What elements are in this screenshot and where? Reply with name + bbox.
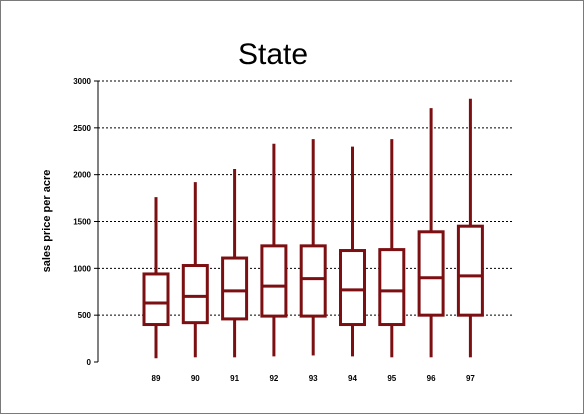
iqr-box xyxy=(142,272,170,327)
box-90 xyxy=(181,182,209,358)
iqr-box xyxy=(299,244,327,318)
chart-title: State xyxy=(238,38,308,71)
y-axis-label: sales price per acre xyxy=(41,170,53,273)
iqr-box xyxy=(456,224,484,317)
box-94 xyxy=(339,146,366,357)
box-92 xyxy=(260,143,288,357)
box-89 xyxy=(142,197,170,359)
iqr-box xyxy=(339,249,366,327)
y-tick-label: 1500 xyxy=(73,218,91,227)
x-tick-label: 91 xyxy=(230,374,239,383)
box-95 xyxy=(378,139,406,358)
x-tick-label: 95 xyxy=(387,374,396,383)
x-tick-label: 89 xyxy=(152,374,161,383)
boxes xyxy=(142,98,484,359)
iqr-box xyxy=(260,244,288,318)
y-tick-label: 500 xyxy=(78,311,92,320)
box-96 xyxy=(417,108,445,358)
x-tick-label: 90 xyxy=(191,374,200,383)
y-tick-labels: 0 500 1000 1500 2000 2500 3000 xyxy=(73,77,91,367)
x-tick-label: 97 xyxy=(466,374,475,383)
x-tick-labels: 89 90 91 92 93 94 95 96 97 xyxy=(152,374,476,383)
box-93 xyxy=(299,139,327,356)
y-tick-label: 2500 xyxy=(73,124,91,133)
y-tick-label: 3000 xyxy=(73,77,91,86)
x-tick-label: 94 xyxy=(348,374,357,383)
iqr-box xyxy=(378,248,406,327)
y-tick-label: 0 xyxy=(87,358,92,367)
y-tick-label: 2000 xyxy=(73,171,91,180)
iqr-box xyxy=(417,230,445,317)
x-tick-label: 96 xyxy=(427,374,436,383)
x-tick-label: 93 xyxy=(309,374,318,383)
iqr-box xyxy=(221,256,249,321)
axes xyxy=(94,80,99,363)
box-97 xyxy=(456,98,484,358)
box-91 xyxy=(221,169,249,358)
y-tick-label: 1000 xyxy=(73,264,91,273)
x-tick-label: 92 xyxy=(269,374,278,383)
iqr-box xyxy=(181,264,209,325)
